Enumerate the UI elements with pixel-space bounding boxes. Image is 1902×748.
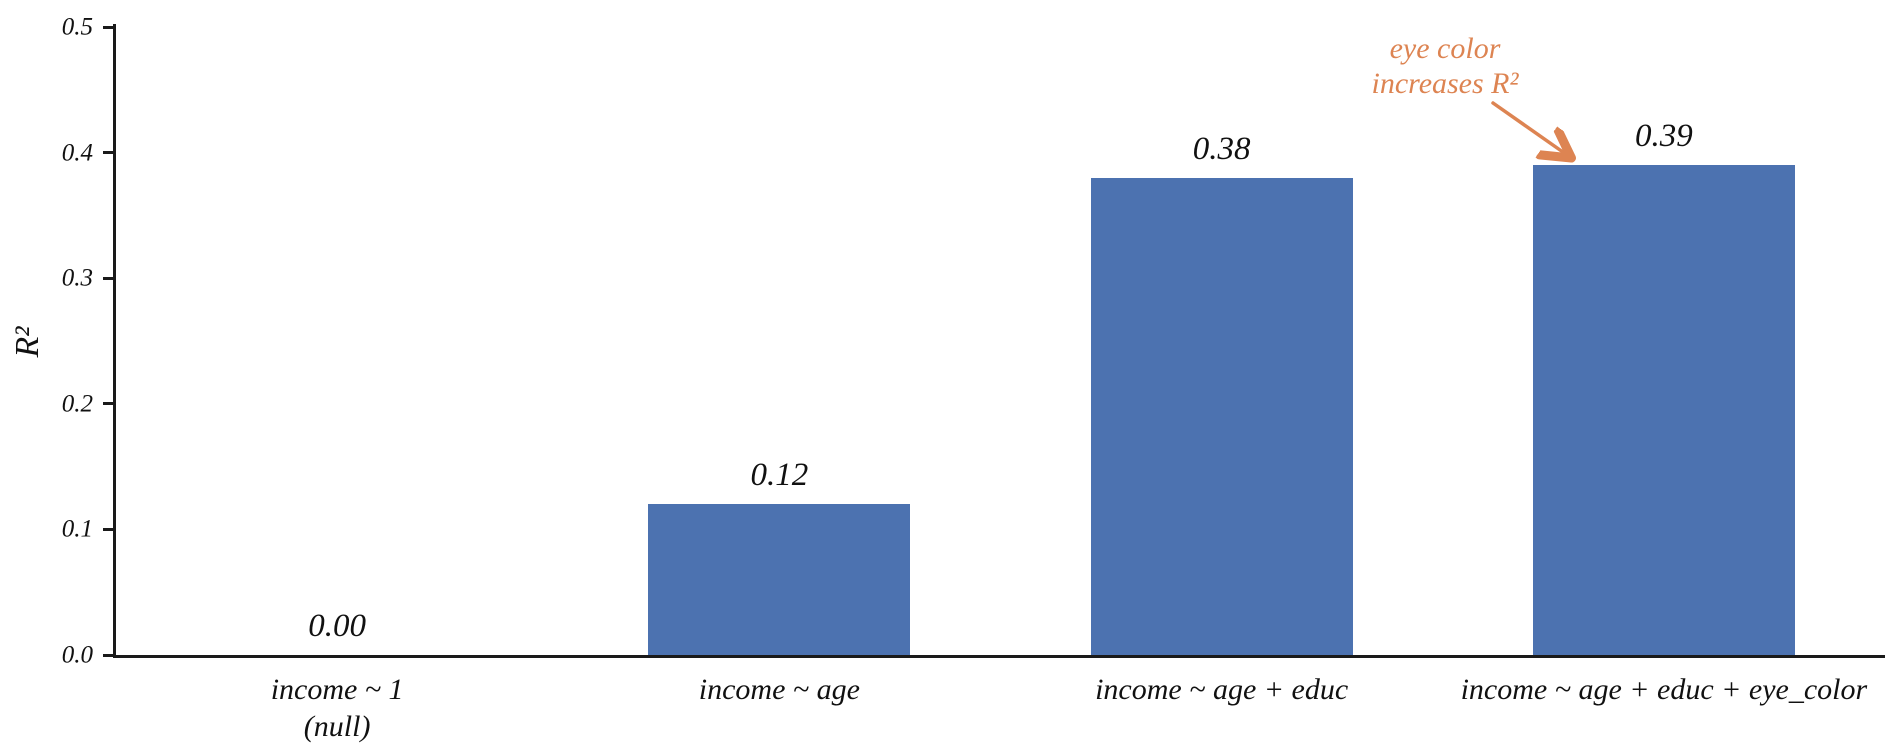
y-tick-mark xyxy=(103,402,113,406)
bar-slot: 0.12 xyxy=(558,27,1000,655)
y-tick-label: 0.1 xyxy=(61,515,93,543)
x-tick-label: income ~ age + educ xyxy=(1001,671,1443,708)
bar xyxy=(648,504,911,655)
y-tick-mark xyxy=(103,151,113,155)
y-axis-spine xyxy=(113,24,116,658)
annotation-line-2: increases R² xyxy=(1371,67,1519,100)
x-axis-spine xyxy=(113,655,1885,658)
x-tick-label: income ~ 1 (null) xyxy=(116,671,558,745)
y-axis-title: R² xyxy=(9,326,46,358)
bar-value-label: 0.38 xyxy=(1192,130,1251,167)
y-tick-label: 0.4 xyxy=(61,139,93,167)
x-tick-label: income ~ age xyxy=(558,671,1000,708)
y-tick-mark xyxy=(103,25,113,29)
y-tick-label: 0.2 xyxy=(61,390,93,418)
x-tick-label-line: income ~ age xyxy=(698,673,860,706)
bar-value-label: 0.39 xyxy=(1635,118,1693,155)
y-tick-label: 0.0 xyxy=(61,641,93,669)
x-tick-label-line: income ~ age + educ + eye_color xyxy=(1460,673,1868,706)
x-tick-label-line: (null) xyxy=(303,710,371,743)
bar-slot: 0.38 xyxy=(1001,27,1443,655)
y-tick-mark xyxy=(103,527,113,531)
bar-value-label: 0.00 xyxy=(308,608,366,644)
y-tick-label: 0.5 xyxy=(61,13,93,41)
x-tick-label-line: income ~ age + educ xyxy=(1095,673,1349,706)
bar-value-label: 0.12 xyxy=(750,457,809,494)
bar xyxy=(1090,177,1353,655)
bar-slot: 0.39 xyxy=(1443,27,1885,655)
y-tick-label: 0.3 xyxy=(61,264,93,292)
bar-slot: 0.00 xyxy=(116,27,558,655)
x-tick-label-line: income ~ 1 xyxy=(270,673,404,706)
bar xyxy=(1532,165,1795,655)
annotation-line-1: eye color xyxy=(1389,32,1501,65)
y-tick-mark xyxy=(103,653,113,657)
plot-area: 0.0 0.1 0.2 0.3 0.4 0.5 0.00 0.12 0.38 0.39 xyxy=(62,15,1885,668)
annotation-text: eye color increases R² xyxy=(1345,31,1545,101)
y-tick-mark xyxy=(103,276,113,280)
x-tick-label: income ~ age + educ + eye_color xyxy=(1443,671,1885,708)
